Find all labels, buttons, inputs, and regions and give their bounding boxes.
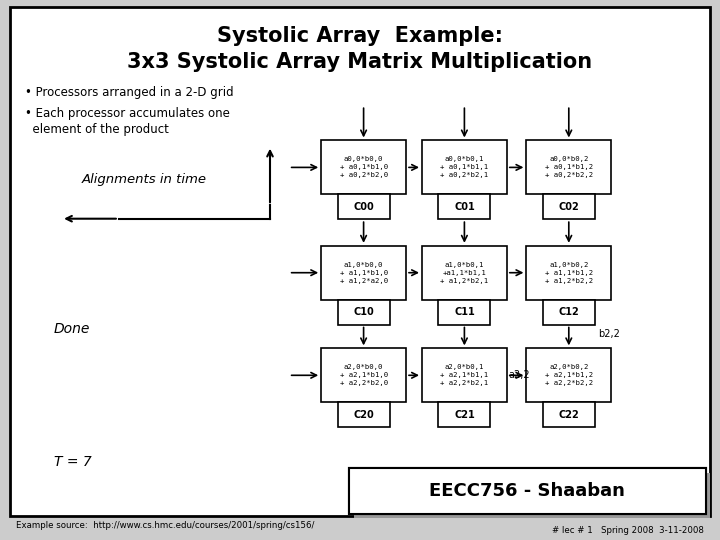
Text: C22: C22 xyxy=(559,410,579,420)
Bar xyxy=(338,300,390,325)
Text: Done: Done xyxy=(54,322,91,336)
Text: C12: C12 xyxy=(559,307,579,317)
Text: • Processors arranged in a 2-D grid: • Processors arranged in a 2-D grid xyxy=(25,86,234,99)
Text: C21: C21 xyxy=(454,410,474,420)
Bar xyxy=(526,140,611,194)
Bar xyxy=(338,402,390,427)
Bar xyxy=(438,402,490,427)
Text: a1,0*b0,1
+a1,1*b1,1
+ a1,2*b2,1: a1,0*b0,1 +a1,1*b1,1 + a1,2*b2,1 xyxy=(441,262,488,284)
Text: a0,0*b0,0
+ a0,1*b1,0
+ a0,2*b2,0: a0,0*b0,0 + a0,1*b1,0 + a0,2*b2,0 xyxy=(340,157,387,178)
Text: • Each processor accumulates one
  element of the product: • Each processor accumulates one element… xyxy=(25,107,230,136)
Text: # lec # 1   Spring 2008  3-11-2008: # lec # 1 Spring 2008 3-11-2008 xyxy=(552,526,704,535)
Text: a0,0*b0,1
+ a0,1*b1,1
+ a0,2*b2,1: a0,0*b0,1 + a0,1*b1,1 + a0,2*b2,1 xyxy=(441,157,488,178)
Bar xyxy=(543,194,595,219)
Bar xyxy=(438,194,490,219)
Text: a2,0*b0,0
+ a2,1*b1,0
+ a2,2*b2,0: a2,0*b0,0 + a2,1*b1,0 + a2,2*b2,0 xyxy=(340,364,387,386)
Text: a1,0*b0,0
+ a1,1*b1,0
+ a1,2*a2,0: a1,0*b0,0 + a1,1*b1,0 + a1,2*a2,0 xyxy=(340,262,387,284)
Bar xyxy=(543,300,595,325)
Text: a2,0*b0,1
+ a2,1*b1,1
+ a2,2*b2,1: a2,0*b0,1 + a2,1*b1,1 + a2,2*b2,1 xyxy=(441,364,488,386)
Bar xyxy=(422,348,507,402)
Text: T = 7: T = 7 xyxy=(54,455,91,469)
Bar xyxy=(422,140,507,194)
Text: a2,0*b0,2
+ a2,1*b1,2
+ a2,2*b2,2: a2,0*b0,2 + a2,1*b1,2 + a2,2*b2,2 xyxy=(545,364,593,386)
Bar xyxy=(349,468,706,514)
Text: a2,2: a2,2 xyxy=(508,370,530,380)
Text: C00: C00 xyxy=(354,202,374,212)
Text: Systolic Array  Example:: Systolic Array Example: xyxy=(217,25,503,46)
Text: C20: C20 xyxy=(354,410,374,420)
Bar xyxy=(422,246,507,300)
Text: b2,2: b2,2 xyxy=(598,329,620,339)
Bar xyxy=(321,140,406,194)
Text: a1,0*b0,2
+ a1,1*b1,2
+ a1,2*b2,2: a1,0*b0,2 + a1,1*b1,2 + a1,2*b2,2 xyxy=(545,262,593,284)
Text: C01: C01 xyxy=(454,202,474,212)
Bar xyxy=(526,246,611,300)
Bar xyxy=(438,300,490,325)
Text: Alignments in time: Alignments in time xyxy=(81,173,207,186)
Text: C02: C02 xyxy=(559,202,579,212)
Bar xyxy=(321,348,406,402)
Bar xyxy=(354,472,710,518)
Text: EECC756 - Shaaban: EECC756 - Shaaban xyxy=(429,482,626,500)
Text: C10: C10 xyxy=(354,307,374,317)
Bar xyxy=(543,402,595,427)
Text: Example source:  http://www.cs.hmc.edu/courses/2001/spring/cs156/: Example source: http://www.cs.hmc.edu/co… xyxy=(16,522,314,530)
Text: C11: C11 xyxy=(454,307,474,317)
Text: a0,0*b0,2
+ a0,1*b1,2
+ a0,2*b2,2: a0,0*b0,2 + a0,1*b1,2 + a0,2*b2,2 xyxy=(545,157,593,178)
Bar xyxy=(526,348,611,402)
Bar xyxy=(349,468,706,514)
Bar xyxy=(321,246,406,300)
Bar xyxy=(338,194,390,219)
Text: 3x3 Systolic Array Matrix Multiplication: 3x3 Systolic Array Matrix Multiplication xyxy=(127,51,593,72)
